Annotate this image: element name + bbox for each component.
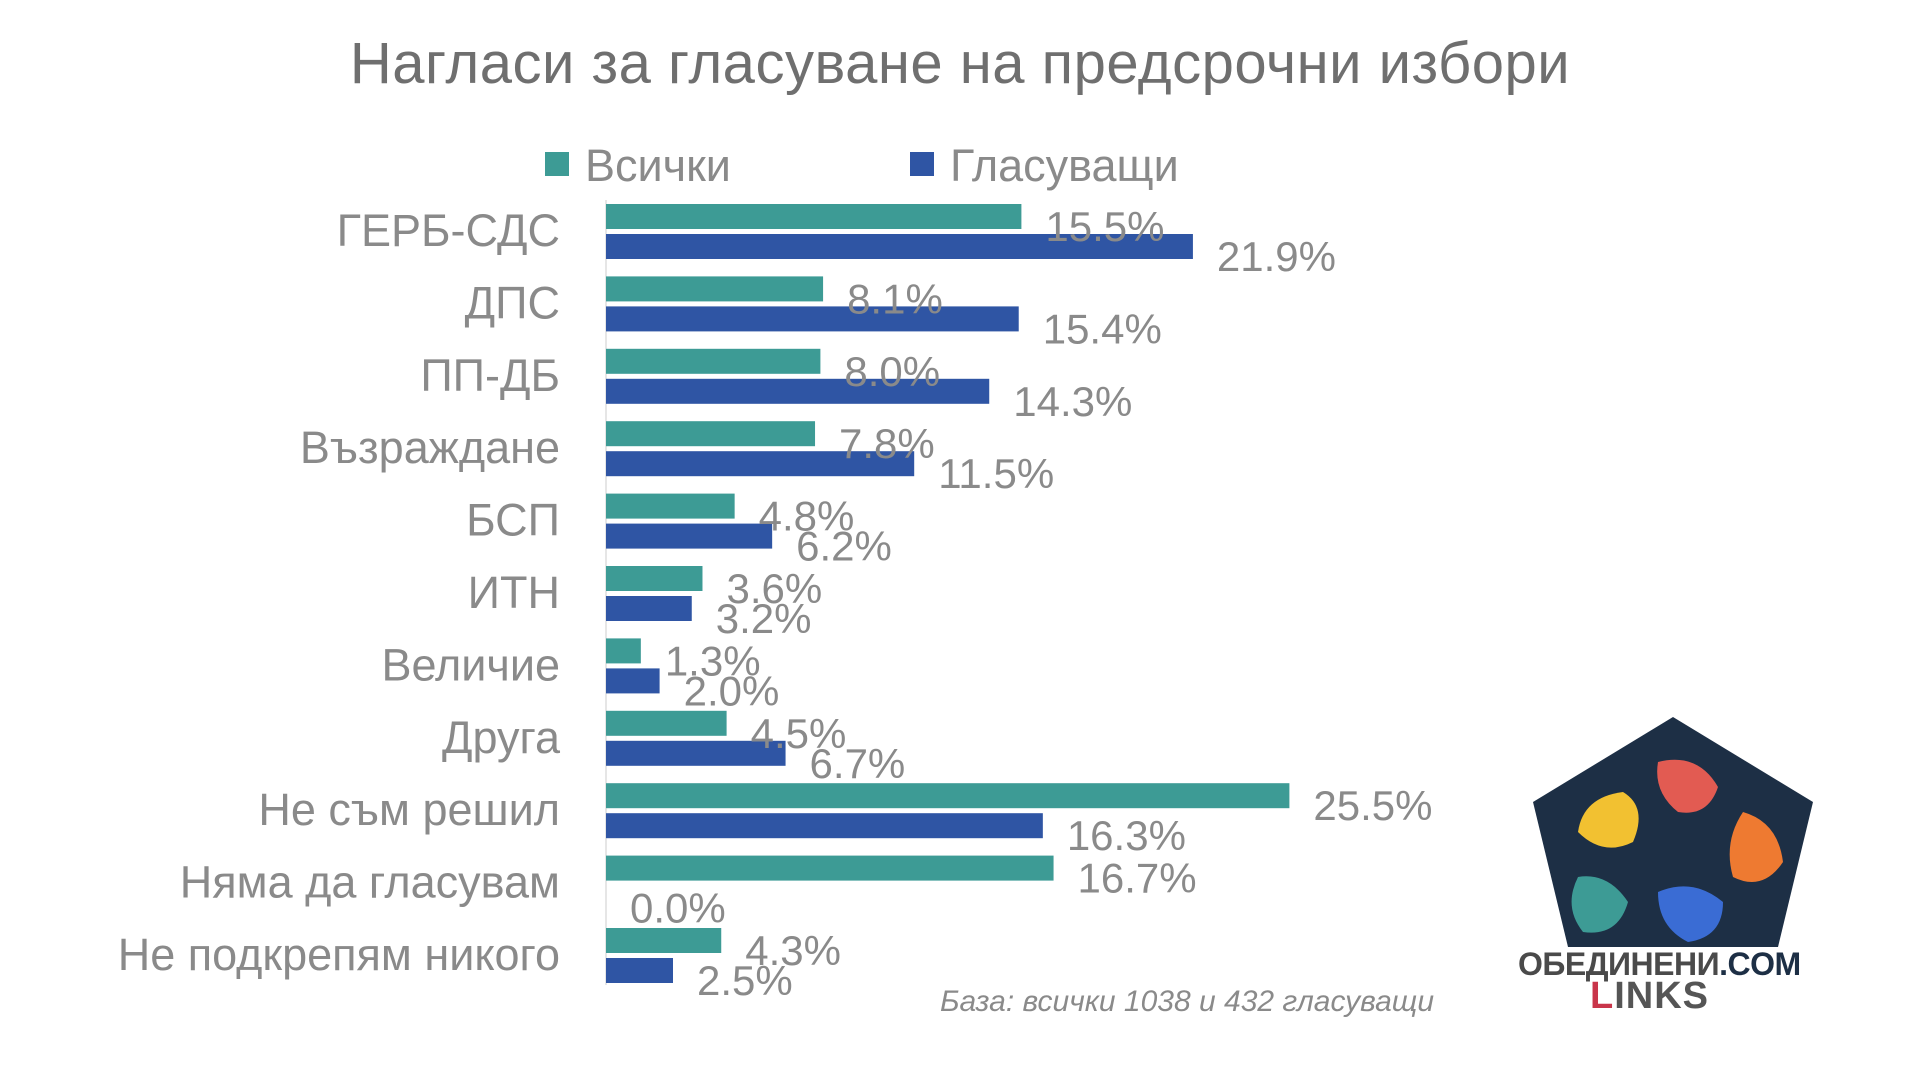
bar-glasuvashti — [606, 451, 915, 477]
data-label: 6.2% — [796, 523, 892, 570]
data-label: 16.3% — [1067, 812, 1186, 859]
data-label: 2.5% — [697, 957, 793, 1004]
bar-vsichki — [606, 348, 821, 374]
legend-item-glasuvashti: Гласуващи — [910, 140, 1179, 191]
bar-vsichki — [606, 421, 816, 447]
bar-vsichki — [606, 783, 1290, 809]
data-label: 11.5% — [938, 450, 1054, 497]
data-label: 15.4% — [1043, 305, 1162, 352]
category-label: Не съм решил — [258, 784, 560, 835]
data-label: 16.7% — [1078, 855, 1197, 902]
logo-petal-yellow — [1578, 792, 1639, 848]
data-label: 8.1% — [847, 275, 943, 322]
bar-vsichki — [606, 566, 703, 591]
bar-glasuvashti — [606, 958, 673, 983]
footnote: База: всички 1038 и 432 гласуващи — [940, 985, 1435, 1018]
data-label: 8.0% — [844, 348, 940, 395]
logo-wordmark-prefix: ОБЕДИНЕНИ — [1518, 946, 1720, 982]
bar-glasuvashti — [606, 306, 1019, 332]
logo-subtitle: LINKS — [1590, 975, 1709, 1018]
bar-glasuvashti — [606, 813, 1043, 839]
bar-glasuvashti — [606, 234, 1193, 259]
legend-label: Всички — [585, 140, 731, 191]
category-labels: ГЕРБ-СДС ДПС ПП-ДБ Възраждане БСП ИТН Величие Д… — [118, 205, 561, 980]
logo-subtitle-prefix: L — [1590, 975, 1615, 1017]
bar-vsichki — [606, 638, 641, 664]
data-label: 2.0% — [684, 667, 780, 714]
category-label: ИТН — [468, 567, 560, 618]
data-label: 4.5% — [751, 710, 847, 757]
bar-glasuvashti — [606, 523, 773, 549]
category-label: ДПС — [465, 277, 560, 328]
bar-glasuvashti — [606, 668, 660, 694]
legend-item-vsichki: Всички — [545, 140, 731, 191]
data-label: 6.7% — [810, 740, 906, 787]
legend-swatch — [910, 152, 934, 176]
logo-petal-orange — [1729, 812, 1783, 882]
logo-petal-blue — [1658, 886, 1723, 942]
bar-glasuvashti — [606, 378, 990, 404]
category-label: Величие — [381, 639, 560, 690]
bar-vsichki — [606, 710, 727, 736]
data-label: 4.3% — [745, 927, 841, 974]
data-label: 25.5% — [1313, 782, 1432, 829]
logo-petals — [1571, 759, 1783, 942]
chart-title: Нагласи за гласуване на предсрочни избор… — [349, 31, 1571, 96]
category-label: Няма да гласувам — [180, 857, 560, 908]
value-labels: 15.5% 21.9% 8.1% 15.4% 8.0% 14.3% 7.8%11.5% 4.8… — [630, 203, 1432, 1004]
data-label: 3.2% — [716, 595, 812, 642]
bar-vsichki — [606, 204, 1022, 229]
data-label: 0.0% — [630, 885, 726, 932]
legend-swatch — [545, 152, 569, 176]
logo-wordmark-suffix: .COM — [1719, 946, 1801, 982]
bars — [606, 204, 1290, 983]
data-label: 4.8% — [759, 493, 855, 540]
category-label: БСП — [466, 495, 560, 546]
bar-vsichki — [606, 493, 735, 519]
bar-vsichki — [606, 928, 722, 953]
logo-wordmark: ОБЕДИНЕНИ.COM — [1518, 946, 1801, 983]
bar-glasuvashti — [606, 740, 786, 766]
logo-subtitle-suffix: INKS — [1614, 975, 1710, 1017]
data-label: 21.9% — [1217, 233, 1336, 280]
category-label: Възраждане — [300, 422, 560, 473]
bar-glasuvashti — [606, 596, 692, 621]
category-label: Не подкрепям никого — [118, 929, 560, 980]
bar-vsichki — [606, 276, 824, 302]
category-label: ПП-ДБ — [420, 350, 560, 401]
category-label: ГЕРБ-СДС — [337, 205, 560, 256]
data-label: 14.3% — [1013, 378, 1132, 425]
logo-petal-red — [1657, 759, 1718, 813]
bar-vsichki — [606, 855, 1054, 881]
data-label: 1.3% — [665, 637, 761, 684]
legend-label: Гласуващи — [950, 140, 1179, 191]
logo-petal-teal — [1571, 876, 1628, 933]
obedineni-links-logo — [1533, 717, 1813, 947]
legend: Всички Гласуващи — [545, 140, 1179, 191]
data-label: 3.6% — [726, 565, 822, 612]
data-label: 15.5% — [1045, 203, 1164, 250]
category-label: Друга — [442, 712, 561, 763]
data-label: 7.8% — [839, 420, 935, 467]
